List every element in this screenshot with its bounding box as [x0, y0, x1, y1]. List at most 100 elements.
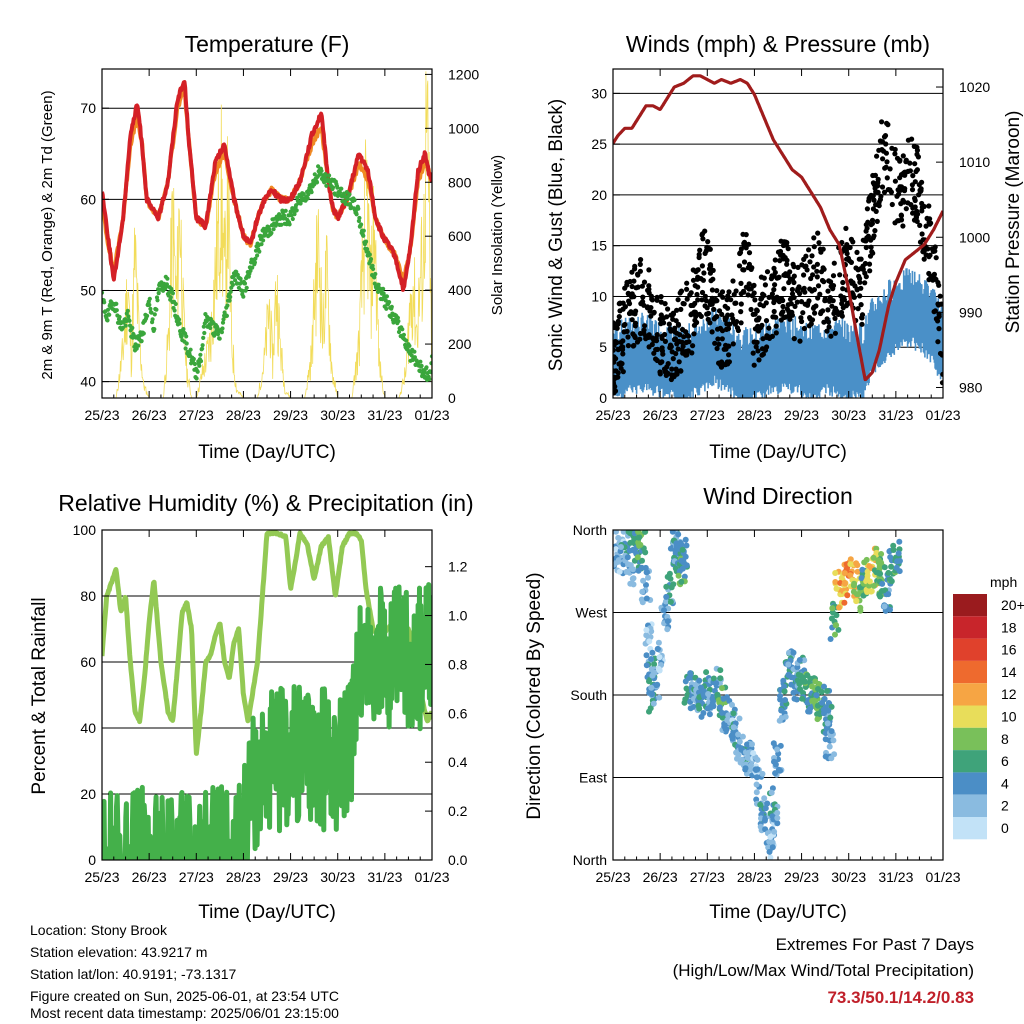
temperature-dewpoint-point — [148, 306, 153, 311]
temperature-dewpoint-point — [354, 212, 359, 217]
temperature-dewpoint-point — [123, 323, 128, 328]
temperature-dewpoint-point — [330, 185, 336, 190]
winds-gust-point — [741, 259, 748, 265]
direction-point — [881, 564, 888, 571]
direction-point — [888, 563, 895, 570]
direction-point — [646, 638, 653, 645]
winds-gust-point — [755, 328, 762, 334]
temperature-xtick-label: 29/23 — [273, 407, 308, 423]
winds-gust-point — [730, 278, 736, 284]
direction-point — [841, 579, 848, 586]
direction-point — [646, 678, 652, 685]
winds-gust-point — [830, 298, 836, 304]
colorbar-swatch — [953, 794, 987, 817]
winds-gust-point — [892, 178, 899, 184]
temperature-dewpoint-point — [365, 247, 370, 252]
winds-gust-point — [700, 236, 706, 242]
humidity-y2tick-label: 0.2 — [448, 803, 468, 819]
temperature-dewpoint-point — [359, 222, 364, 227]
temperature-y2tick-label: 200 — [448, 336, 472, 352]
direction-point — [754, 774, 760, 781]
direction-point — [790, 649, 797, 656]
winds-gust-point — [733, 300, 739, 306]
direction-ylabel: Direction (Colored By Speed) — [524, 572, 545, 819]
winds-gust-point — [672, 336, 679, 342]
direction-point — [640, 577, 647, 584]
temperature-dewpoint-point — [117, 314, 122, 320]
temperature-dewpoint-point — [252, 260, 257, 265]
temperature-dewpoint-point — [127, 318, 132, 323]
winds-gust-point — [860, 263, 866, 269]
temperature-dewpoint-point — [367, 252, 372, 257]
winds-gust-point — [771, 273, 777, 279]
direction-point — [730, 724, 737, 731]
direction-point — [683, 685, 690, 692]
humidity-plot-area: 25/23 26/23 27/23 28/23 29/23 30/23 31/23 01/23… — [73, 522, 468, 885]
winds-gust-point — [823, 297, 829, 303]
winds-gust-point — [637, 261, 643, 267]
winds-gust-point — [807, 315, 813, 321]
direction-point — [700, 710, 707, 716]
winds-gust-point — [694, 291, 700, 298]
winds-gust-point — [714, 345, 720, 352]
winds-gust-point — [675, 346, 681, 352]
direction-point — [824, 688, 831, 694]
winds-gust-point — [857, 293, 863, 299]
temperature-y2tick-label: 1200 — [448, 66, 479, 82]
winds-gust-point — [702, 293, 709, 299]
direction-point — [650, 700, 657, 707]
winds-gust-point — [803, 263, 809, 269]
winds-gust-point — [818, 249, 824, 255]
humidity-ytick-label: 100 — [73, 522, 97, 538]
direction-point — [736, 715, 743, 722]
footer-recent: Most recent data timestamp: 2025/06/01 2… — [30, 1005, 339, 1021]
temperature-dewpoint-point — [250, 265, 255, 270]
winds-gust-point — [629, 269, 635, 275]
winds-gust-point — [821, 319, 827, 325]
winds-gust-point — [761, 292, 767, 298]
direction-point — [801, 657, 808, 664]
direction-point — [649, 691, 655, 698]
temperature-dewpoint-point — [215, 332, 221, 337]
direction-point — [677, 539, 684, 546]
winds-gust-point — [799, 262, 805, 268]
direction-point — [627, 562, 634, 569]
temperature-ytick-label: 50 — [80, 282, 96, 298]
direction-point — [728, 732, 735, 739]
temperature-dewpoint-point — [181, 327, 186, 332]
temperature-dewpoint-point — [381, 286, 386, 291]
winds-gust-point — [649, 297, 656, 303]
winds-gust-point — [797, 338, 803, 344]
winds-gust-point — [653, 347, 659, 353]
direction-point — [682, 536, 689, 543]
winds-gust-point — [640, 294, 646, 300]
winds-gust-point — [920, 237, 926, 243]
temperature-xtick-label: 27/23 — [179, 407, 214, 423]
winds-gust-point — [662, 301, 668, 307]
winds-plot-area: 25/23 26/23 27/23 28/23 29/23 30/23 31/23 01/23… — [591, 68, 990, 423]
temperature-dewpoint-point — [224, 313, 229, 318]
winds-gust-point — [868, 222, 874, 228]
temperature-dewpoint-point — [368, 257, 374, 262]
winds-gust-point — [911, 143, 917, 149]
winds-gust-point — [654, 294, 660, 300]
winds-gust-point — [914, 218, 920, 224]
winds-gust-point — [806, 298, 812, 304]
winds-gust-point — [933, 316, 940, 322]
direction-point — [635, 530, 642, 535]
winds-gust-point — [727, 321, 733, 327]
humidity-xlabel: Time (Day/UTC) — [198, 902, 336, 923]
winds-gust-point — [831, 260, 837, 266]
temperature-dewpoint-point — [429, 361, 432, 366]
winds-gust-point — [772, 282, 778, 288]
direction-point — [814, 716, 821, 723]
direction-point — [832, 579, 839, 585]
winds-gust-point — [764, 344, 770, 350]
winds-gust-point — [792, 303, 798, 309]
direction-point — [634, 554, 641, 561]
colorbar-swatch — [953, 817, 987, 840]
winds-gust-point — [879, 184, 886, 190]
winds-gust-point — [900, 223, 906, 229]
colorbar-swatch — [953, 660, 987, 684]
winds-gust-point — [811, 287, 818, 293]
